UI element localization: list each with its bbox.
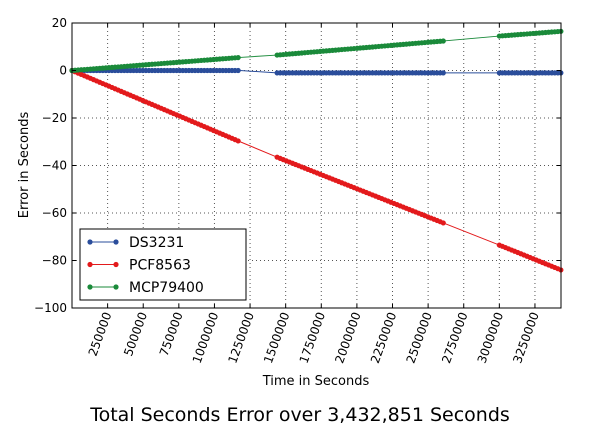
- legend-entry: MCP79400: [87, 280, 204, 296]
- x-tick-label: 2500000: [403, 310, 434, 365]
- y-axis-label: Error in Seconds: [17, 112, 32, 219]
- x-tick-label: 1000000: [190, 310, 221, 365]
- x-tick-label: 1750000: [297, 310, 328, 365]
- data-point: [235, 67, 241, 74]
- y-tick-label: −20: [42, 111, 67, 125]
- data-point: [440, 38, 446, 44]
- legend-entry: PCF8563: [87, 258, 191, 274]
- legend-swatch-marker: [113, 261, 119, 268]
- data-point: [235, 138, 241, 144]
- x-tick-label: 2000000: [332, 310, 363, 365]
- caption: Total Seconds Error over 3,432,851 Secon…: [90, 404, 510, 426]
- y-tick-label: −80: [42, 254, 67, 268]
- series-ds3231: [69, 67, 564, 76]
- legend-swatch-marker: [87, 284, 93, 290]
- x-tick-label: 750000: [157, 310, 186, 358]
- legend-swatch-marker: [113, 239, 119, 245]
- x-axis-label: Time in Seconds: [262, 374, 370, 389]
- x-tick-label: 3250000: [510, 310, 541, 365]
- data-point: [440, 220, 446, 226]
- y-tick-label: 20: [52, 16, 67, 30]
- series-mcp79400: [69, 28, 564, 74]
- y-tick-label: −60: [42, 206, 67, 220]
- legend-label: MCP79400: [129, 280, 204, 296]
- x-tick-label: 2750000: [439, 310, 470, 365]
- x-tick-label: 1500000: [261, 310, 292, 365]
- y-tick-label: −100: [34, 301, 67, 315]
- y-tick-label: 0: [59, 64, 67, 78]
- legend: DS3231 PCF8563 MCP79400: [79, 228, 247, 301]
- legend-entry: DS3231: [87, 235, 184, 251]
- data-point: [440, 70, 446, 76]
- x-tick-label: 1250000: [225, 310, 256, 365]
- legend-label: PCF8563: [129, 258, 191, 274]
- y-tick-label: −40: [42, 159, 67, 173]
- legend-swatch-marker: [113, 284, 119, 290]
- data-point: [235, 54, 241, 61]
- legend-swatch-marker: [87, 239, 93, 245]
- series-layer: [69, 28, 564, 273]
- x-tick-label: 500000: [121, 310, 150, 358]
- x-tick-label: 2250000: [368, 310, 399, 365]
- x-tick-label: 250000: [86, 310, 115, 358]
- chart: −100 −80 −60 −40 −20 0 20 250000 500000 750000 100…: [17, 16, 564, 389]
- x-tick-label: 3000000: [475, 310, 506, 365]
- legend-swatch-marker: [87, 261, 93, 268]
- legend-label: DS3231: [129, 235, 184, 251]
